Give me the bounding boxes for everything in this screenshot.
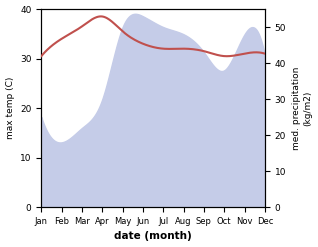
Y-axis label: max temp (C): max temp (C) [5,77,15,139]
X-axis label: date (month): date (month) [114,231,192,242]
Y-axis label: med. precipitation
(kg/m2): med. precipitation (kg/m2) [292,66,313,150]
